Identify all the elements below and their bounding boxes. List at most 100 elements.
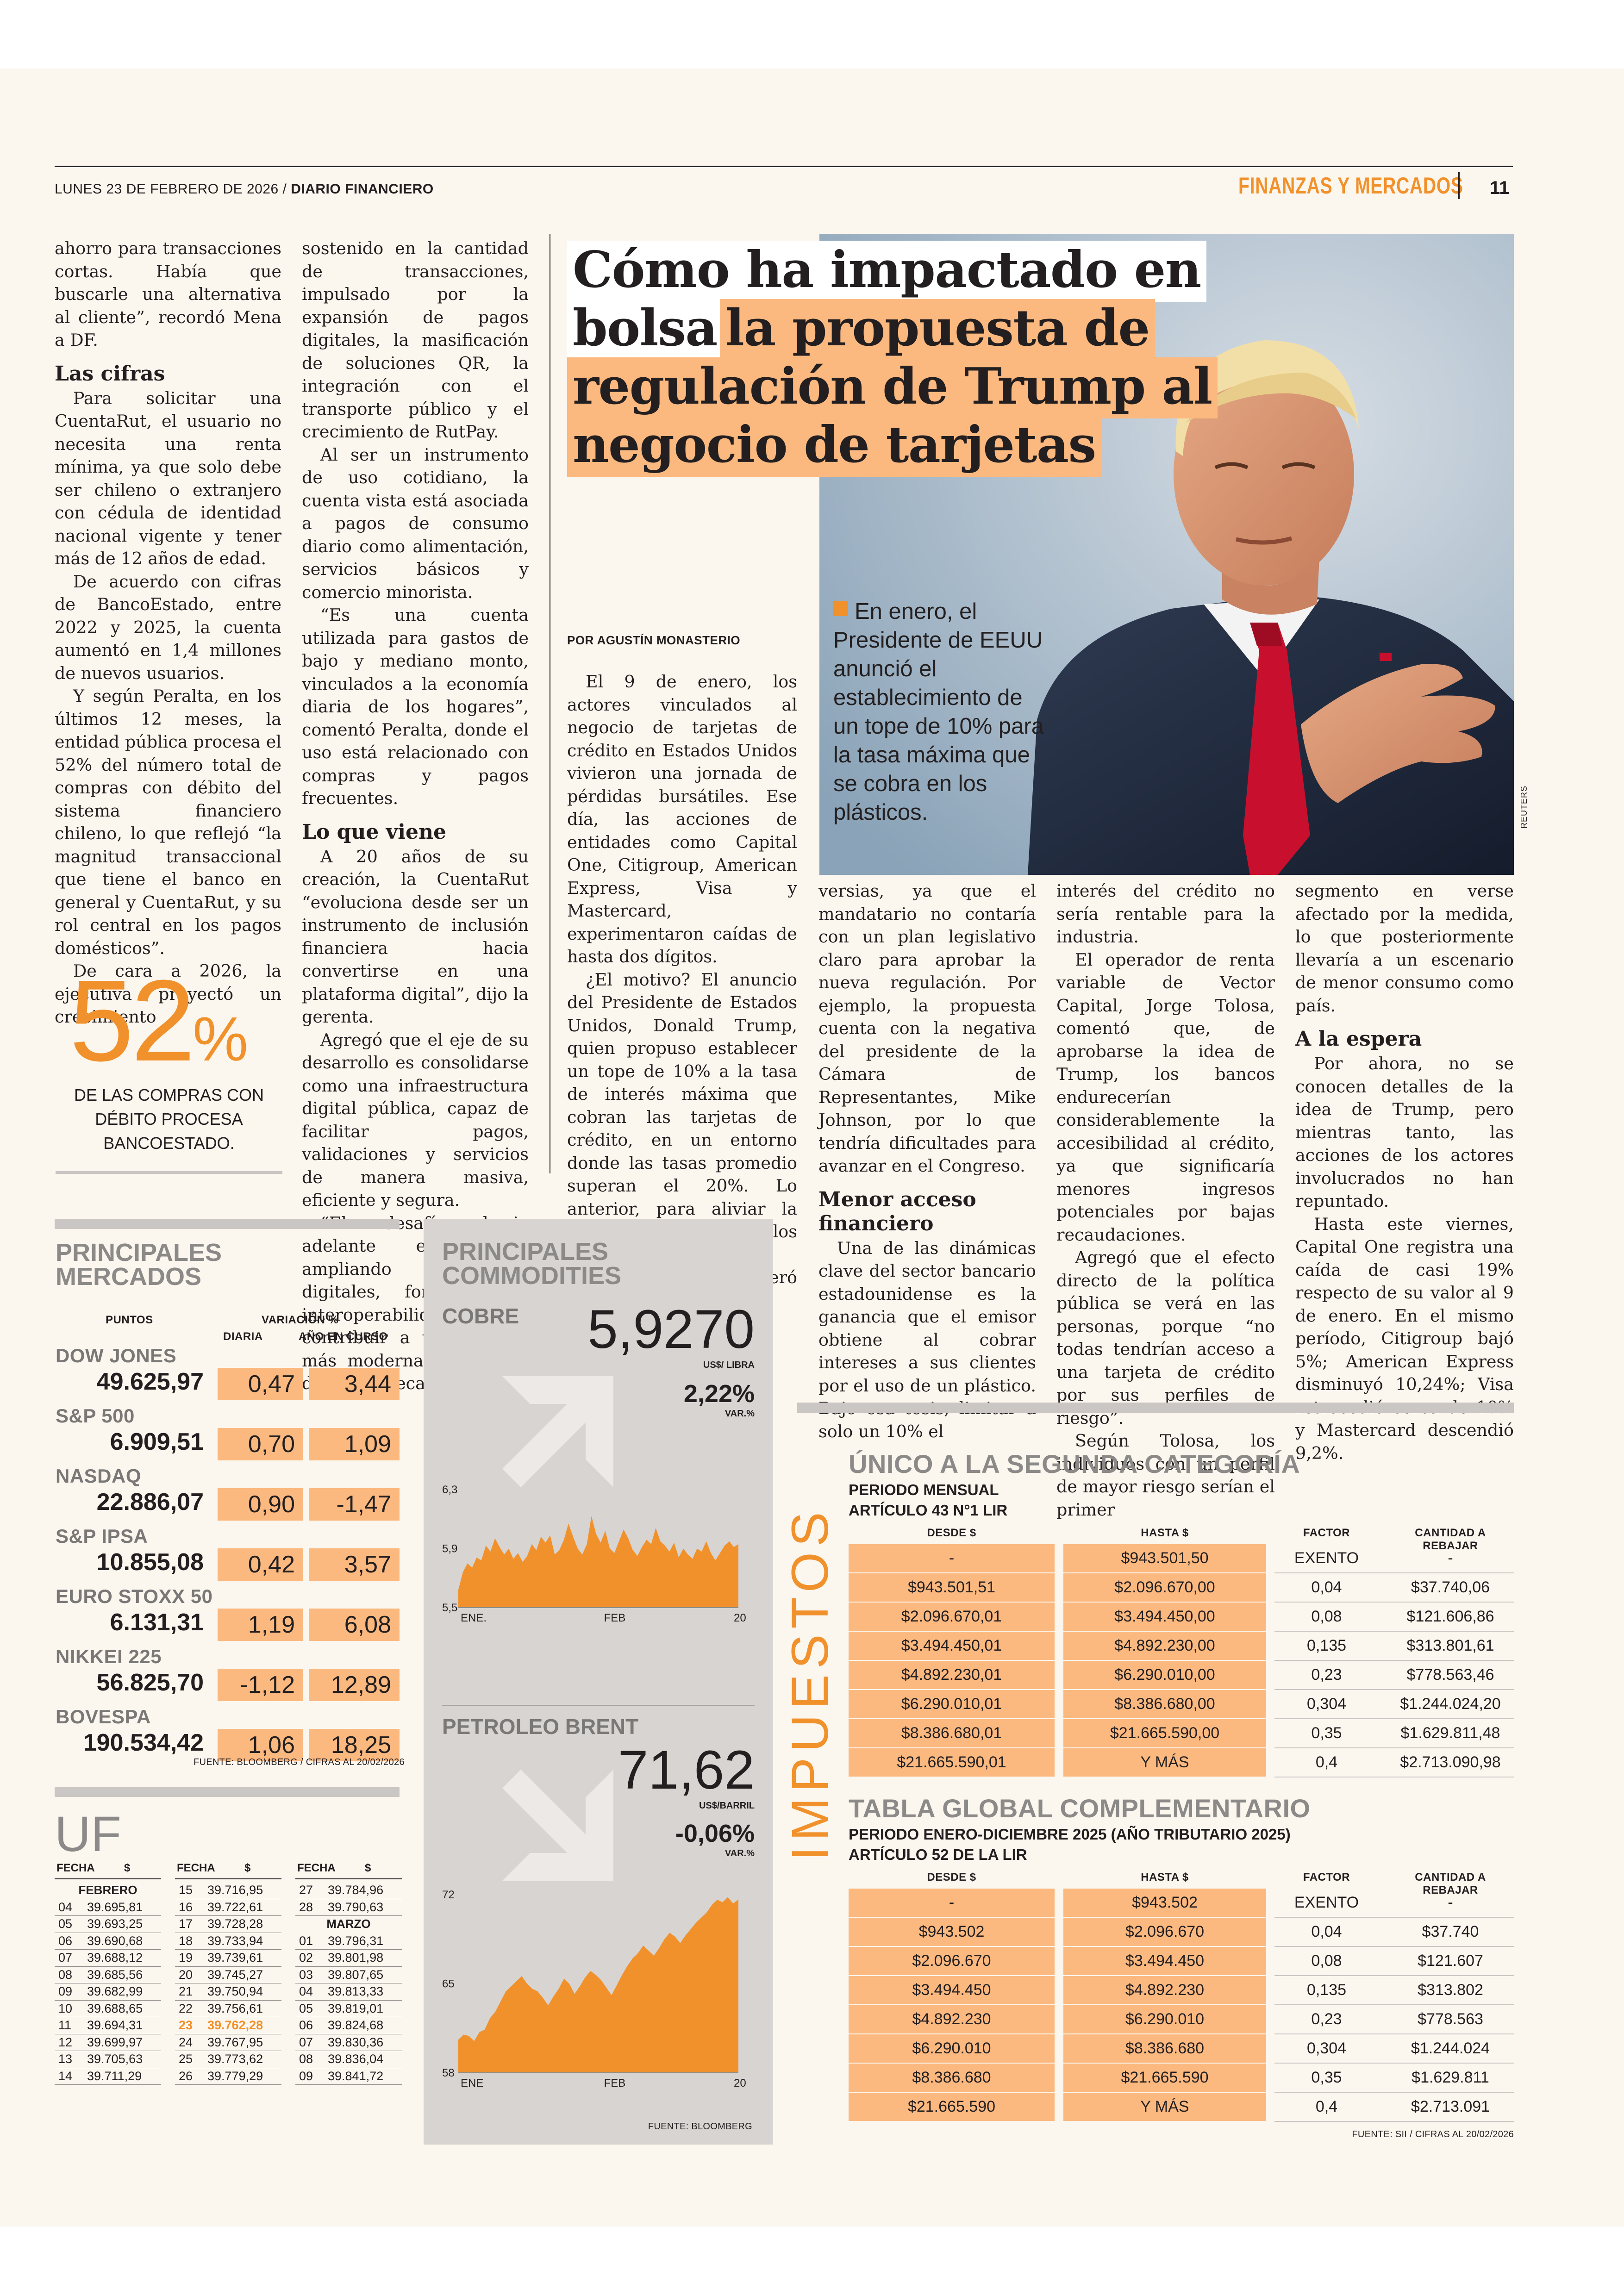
tax-row-rule bbox=[1274, 1631, 1514, 1632]
uf-date: 04 bbox=[58, 1900, 73, 1914]
main-article-column-3: interés del crédito no sería rentable pa… bbox=[1056, 879, 1275, 1521]
tax-header: DESDE $ bbox=[927, 1527, 976, 1539]
chart-y-tick-label: 5,5 bbox=[442, 1602, 457, 1614]
uf-date: 22 bbox=[179, 2001, 193, 2015]
copper-name: COBRE bbox=[442, 1304, 519, 1328]
chart-x-tick-label: FEB bbox=[604, 2077, 626, 2089]
markets-source: FUENTE: BLOOMBERG / CIFRAS AL 20/02/2026 bbox=[194, 1757, 405, 1767]
tax-cell: 0,4 bbox=[1315, 1753, 1338, 1771]
market-ytd: 3,57 bbox=[309, 1548, 400, 1581]
uf-value: 39.699,97 bbox=[87, 2035, 143, 2049]
tax-cell: $313.802 bbox=[1418, 1981, 1483, 1999]
paragraph: A 20 años de su creación, la CuentaRut “… bbox=[302, 846, 529, 1027]
paragraph: Agregó que el efecto directo de la polít… bbox=[1056, 1247, 1275, 1428]
commodities-panel: PRINCIPALES COMMODITIES COBRE 5,9270 US$… bbox=[424, 1219, 773, 2145]
uf-date: 06 bbox=[58, 1933, 73, 1948]
tax-cell: $2.096.670 bbox=[849, 1947, 1055, 1975]
market-name: BOVESPA bbox=[56, 1706, 151, 1727]
caption-square-icon bbox=[833, 601, 848, 616]
brent-value: 71,62 bbox=[618, 1740, 755, 1801]
uf-value: 39.750,94 bbox=[207, 1984, 263, 1998]
tax-cell: $4.892.230,01 bbox=[849, 1661, 1055, 1689]
uf-row-rule bbox=[175, 1949, 281, 1950]
uf-row-rule bbox=[295, 1915, 402, 1916]
uf-date: 16 bbox=[179, 1900, 193, 1914]
tax-cell: $3.494.450 bbox=[1063, 1947, 1266, 1975]
uf-value: 39.784,96 bbox=[328, 1883, 384, 1897]
uf-top-band bbox=[55, 1787, 400, 1797]
tax-cell: $2.713.090,98 bbox=[1400, 1753, 1501, 1771]
folio-date: LUNES 23 DE FEBRERO DE 2026 bbox=[55, 181, 279, 197]
uf-value: 39.836,04 bbox=[328, 2052, 384, 2066]
uf-value: 39.682,99 bbox=[87, 1984, 143, 1998]
market-daily: 0,42 bbox=[218, 1548, 303, 1581]
uf-row-rule bbox=[55, 1966, 161, 1967]
markets-header-ytd: AÑO EN CURSO bbox=[299, 1330, 388, 1343]
tax-cell: $1.244.024 bbox=[1411, 2039, 1490, 2057]
tax-table-1-sub1: PERIODO MENSUAL bbox=[849, 1481, 999, 1498]
paragraph: Hasta este viernes, Capital One registra… bbox=[1295, 1214, 1514, 1463]
uf-value: 39.819,01 bbox=[328, 2001, 384, 2015]
tax-cell: $8.386.680 bbox=[1063, 2034, 1266, 2063]
tax-cell: $2.713.091 bbox=[1411, 2098, 1490, 2115]
uf-date: 15 bbox=[179, 1883, 193, 1897]
tax-cell: 0,23 bbox=[1311, 1666, 1342, 1684]
market-points: 22.886,07 bbox=[96, 1489, 204, 1515]
uf-header-value: $ bbox=[244, 1862, 251, 1874]
markets-header-daily: DIARIA bbox=[223, 1330, 263, 1343]
tax-table-2-sub2: ARTÍCULO 52 DE LA LIR bbox=[849, 1846, 1027, 1863]
uf-value: 39.801,98 bbox=[328, 1951, 384, 1964]
uf-date: 14 bbox=[58, 2069, 73, 2083]
uf-header-date: FECHA bbox=[56, 1862, 95, 1874]
tax-header: FACTOR bbox=[1303, 1871, 1350, 1883]
uf-value: 39.773,62 bbox=[207, 2052, 263, 2066]
tax-cell: $4.892.230,00 bbox=[1063, 1632, 1266, 1660]
photo-credit: REUTERS bbox=[1519, 785, 1529, 829]
market-points: 49.625,97 bbox=[96, 1368, 204, 1395]
tax-cell: $1.629.811 bbox=[1412, 2069, 1489, 2086]
uf-header-date: FECHA bbox=[177, 1862, 215, 1874]
uf-date: 06 bbox=[299, 2018, 313, 2032]
tax-cell: 0,23 bbox=[1311, 2010, 1342, 2028]
uf-date: 11 bbox=[58, 2018, 72, 2032]
uf-date: 09 bbox=[299, 2069, 313, 2083]
tax-cell: $1.629.811,48 bbox=[1400, 1724, 1500, 1742]
market-name: S&P 500 bbox=[56, 1405, 135, 1427]
chart-x-tick-label: 20 bbox=[734, 2077, 746, 2089]
tax-table-1-title: ÚNICO A LA SEGUNDA CATEGORÍA bbox=[849, 1449, 1300, 1478]
tax-cell: 0,35 bbox=[1311, 2069, 1342, 2086]
uf-date: 26 bbox=[179, 2069, 193, 2083]
copper-unit: US$/ LIBRA bbox=[703, 1360, 755, 1370]
tax-cell: - bbox=[1448, 1894, 1453, 1911]
market-points: 6.909,51 bbox=[110, 1428, 204, 1455]
market-points: 190.534,42 bbox=[83, 1729, 204, 1756]
paragraph: Para solicitar una CuentaRut, el usuario… bbox=[55, 388, 281, 569]
tax-row-rule bbox=[1274, 1975, 1514, 1976]
markets-header-points: PUNTOS bbox=[106, 1314, 153, 1326]
paragraph: segmento en verse afectado por la medida… bbox=[1295, 881, 1514, 1016]
paragraph: sostenido en la cantidad de transaccione… bbox=[302, 238, 529, 442]
paragraph: El 9 de enero, los actores vinculados al… bbox=[567, 672, 797, 967]
chart-x-tick-label: FEB bbox=[604, 1612, 626, 1624]
subheading: A la espera bbox=[1295, 1027, 1422, 1051]
tax-header: HASTA $ bbox=[1141, 1527, 1189, 1539]
markets-top-band bbox=[55, 1219, 400, 1229]
uf-value: 39.733,94 bbox=[207, 1933, 263, 1948]
brent-change-label: VAR.% bbox=[725, 1848, 755, 1858]
stat-caption: DE LAS COMPRAS CON DÉBITO PROCESA BANCOE… bbox=[74, 1085, 264, 1153]
uf-value: 39.722,61 bbox=[207, 1900, 263, 1914]
uf-value: 39.693,25 bbox=[87, 1917, 143, 1931]
tax-header: FACTOR bbox=[1303, 1527, 1350, 1539]
tax-cell: $2.096.670,01 bbox=[849, 1603, 1055, 1631]
uf-date: 09 bbox=[58, 1984, 73, 1998]
tax-cell: 0,304 bbox=[1306, 2039, 1347, 2057]
chart-x-tick-label: ENE. bbox=[461, 1612, 487, 1624]
stat-value: 52% bbox=[69, 956, 249, 1085]
subheading: Menor acceso financiero bbox=[818, 1187, 976, 1235]
subheading: Lo que viene bbox=[302, 820, 446, 844]
tax-cell: 0,08 bbox=[1311, 1608, 1342, 1625]
tax-row-rule bbox=[1274, 2004, 1514, 2005]
uf-date: 01 bbox=[299, 1933, 313, 1948]
uf-value: 39.756,61 bbox=[207, 2001, 263, 2015]
uf-date: 05 bbox=[58, 1917, 73, 1931]
